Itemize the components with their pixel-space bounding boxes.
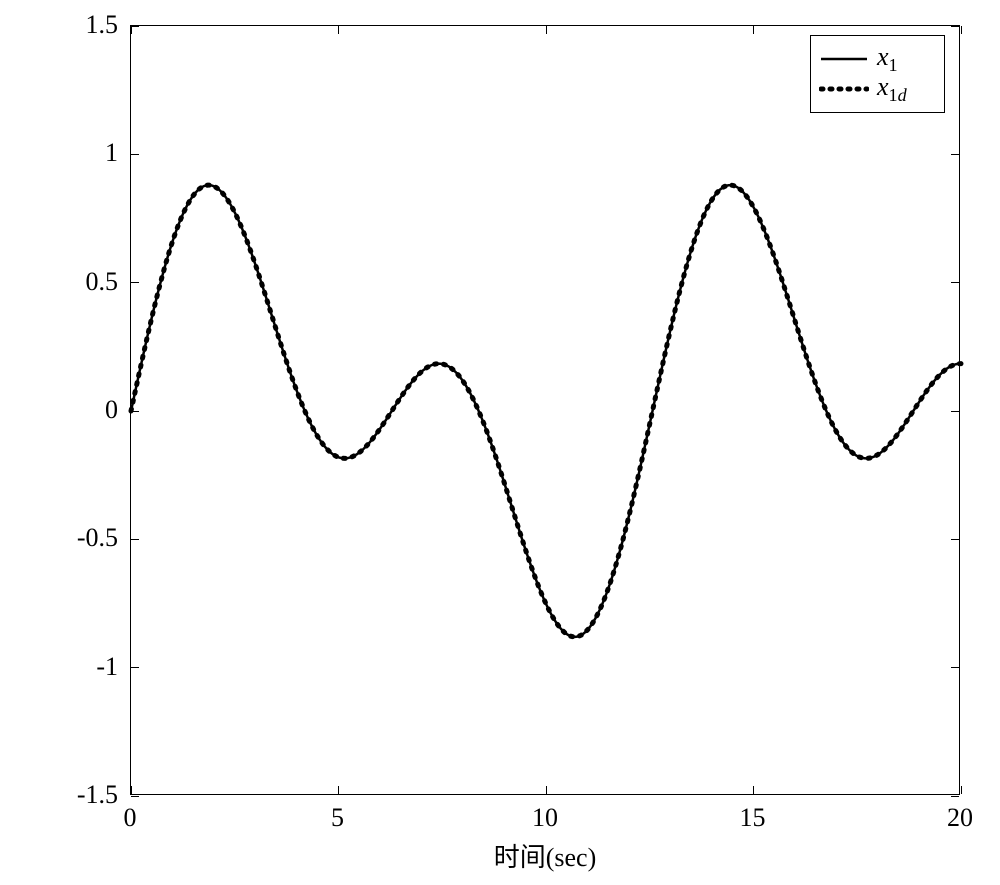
y-tick: [951, 26, 959, 27]
y-axis-label: 位置(rad): [0, 307, 2, 410]
x-tick: [338, 786, 339, 794]
legend-swatch: [819, 44, 869, 74]
y-tick: [131, 26, 139, 27]
x-tick: [338, 26, 339, 34]
y-tick-label: 1.5: [86, 10, 119, 40]
y-tick: [951, 411, 959, 412]
y-tick: [951, 154, 959, 155]
curves-svg: [131, 26, 961, 796]
y-tick-label: -0.5: [77, 523, 118, 553]
x-tick: [546, 786, 547, 794]
legend-label: x1d: [877, 72, 907, 106]
y-tick: [131, 411, 139, 412]
y-tick: [131, 796, 139, 797]
y-tick-label: -1: [96, 652, 118, 682]
y-tick-label: -1.5: [77, 780, 118, 810]
series-x1d: [131, 185, 961, 637]
y-tick-label: 0: [105, 395, 118, 425]
legend-row-x1: x1: [819, 44, 936, 74]
x-tick-label: 15: [740, 803, 766, 833]
plot-area: [130, 25, 960, 795]
x-tick: [131, 26, 132, 34]
figure: x1x1d 时间(sec) 位置(rad) 05101520-1.5-1-0.5…: [0, 0, 1000, 885]
legend-swatch: [819, 74, 869, 104]
x-tick-label: 10: [532, 803, 558, 833]
legend: x1x1d: [810, 35, 945, 113]
y-tick: [951, 667, 959, 668]
y-tick: [951, 796, 959, 797]
x-tick: [961, 26, 962, 34]
x-tick-label: 0: [124, 803, 137, 833]
y-tick: [131, 667, 139, 668]
x-tick: [546, 26, 547, 34]
y-tick: [951, 282, 959, 283]
y-tick: [131, 154, 139, 155]
legend-row-x1d: x1d: [819, 74, 936, 104]
x-tick-label: 5: [331, 803, 344, 833]
y-tick: [131, 282, 139, 283]
y-tick: [951, 539, 959, 540]
x-tick: [753, 786, 754, 794]
x-tick: [131, 786, 132, 794]
y-tick-label: 1: [105, 138, 118, 168]
y-tick-label: 0.5: [86, 267, 119, 297]
x-axis-label: 时间(sec): [494, 837, 597, 874]
x-tick-label: 20: [947, 803, 973, 833]
series-x1: [131, 185, 961, 637]
x-tick: [753, 26, 754, 34]
y-tick: [131, 539, 139, 540]
x-tick: [961, 786, 962, 794]
